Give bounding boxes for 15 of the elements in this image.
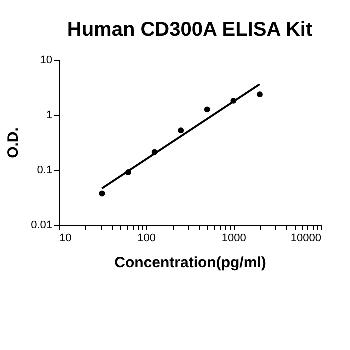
x-tick-label: 10000 [290, 232, 322, 244]
y-axis-title: O.D. [5, 128, 22, 158]
point [204, 106, 210, 113]
y-tick-label: 10 [40, 54, 52, 66]
x-tick-label: 1000 [222, 232, 246, 244]
y-tick-label: 0.01 [31, 220, 52, 232]
y-tick-label: 0.1 [37, 164, 52, 176]
x-tick-label: 10 [60, 232, 72, 244]
x-axis-title: Concentration(pg/ml) [114, 254, 266, 272]
y-tick-label: 1 [46, 110, 52, 122]
point [257, 92, 263, 98]
point [99, 190, 106, 197]
x-tick-label: 100 [138, 232, 156, 244]
chart-title: Human CD300A ELISA Kit [67, 19, 313, 41]
point [178, 128, 184, 134]
